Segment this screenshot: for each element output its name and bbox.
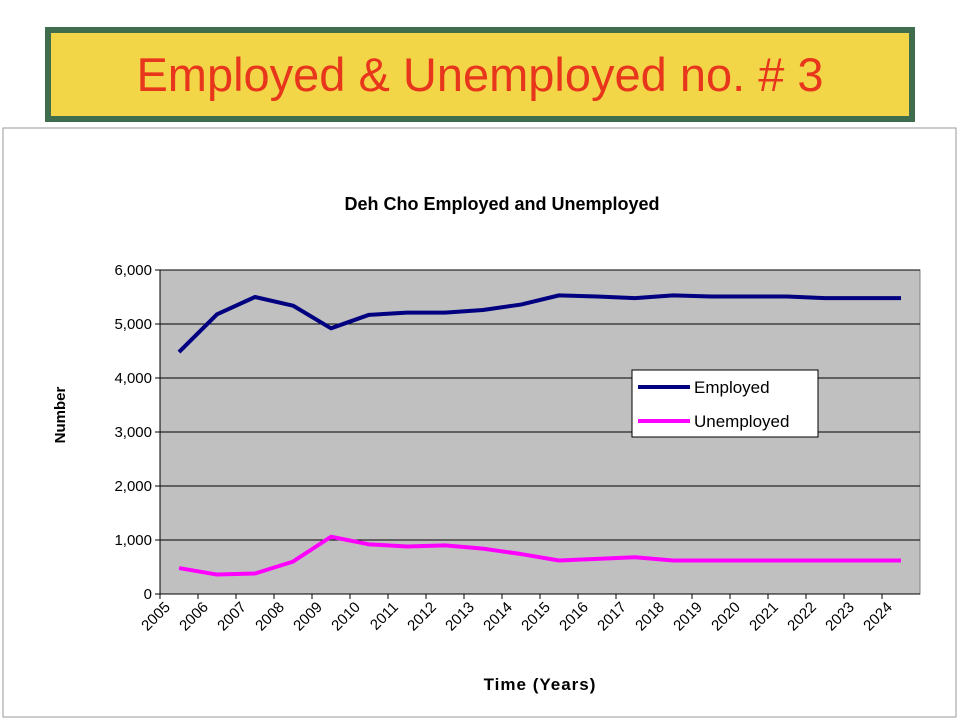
y-tick-label: 2,000 [114,478,152,495]
series-line [178,534,901,577]
series-line [177,293,901,354]
legend-label: Unemployed [694,412,789,431]
y-tick-label: 1,000 [114,532,152,549]
y-tick-label: 6,000 [114,262,152,279]
y-tick-label: 3,000 [114,424,152,441]
page-title: Employed & Unemployed no. # 3 [136,48,824,101]
y-tick-label: 0 [144,586,152,603]
legend [631,369,819,438]
y-tick-label: 4,000 [114,370,152,387]
header: Employed & Unemployed no. # 3 [45,27,915,122]
y-axis-label: Number [52,387,69,444]
x-axis-label: Time (Years) [484,675,597,694]
chart-title: Deh Cho Employed and Unemployed [344,194,659,214]
legend-label: Employed [694,378,770,397]
y-tick-label: 5,000 [114,316,152,333]
